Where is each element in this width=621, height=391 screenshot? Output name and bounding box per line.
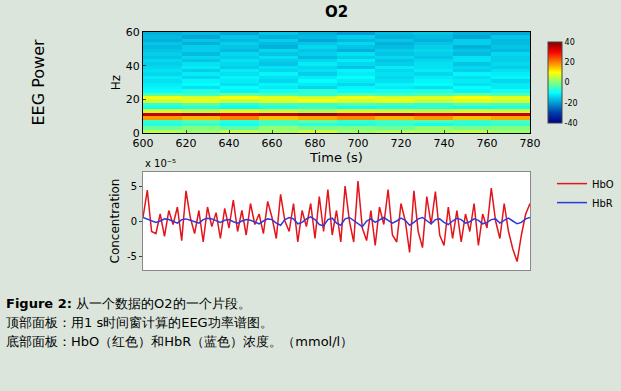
html-text:底部面板：HbO（红色）和HbR（蓝色）浓度。（mmol/l: 底部面板：HbO（红色）和HbR（蓝色）浓度。（mmol/l）	[6, 334, 354, 349]
svg-text:760: 760	[477, 137, 498, 150]
svg-text:HbR: HbR	[592, 198, 613, 209]
svg-text:EEG Power: EEG Power	[29, 39, 48, 126]
svg-text:600: 600	[133, 137, 154, 150]
svg-text:0: 0	[565, 78, 570, 87]
svg-text:60: 60	[126, 26, 140, 39]
html-text:Figure 2: 从一个数据的O2的一个片段。: Figure 2: 从一个数据的O2的一个片段。	[6, 296, 251, 311]
svg-text:680: 680	[305, 137, 326, 150]
svg-text:-40: -40	[565, 119, 578, 128]
svg-text:HbO: HbO	[592, 179, 614, 190]
svg-text:620: 620	[176, 137, 197, 150]
svg-text:-20: -20	[565, 99, 578, 108]
svg-text:40: 40	[126, 60, 140, 73]
svg-text:0: 0	[133, 127, 140, 140]
svg-text:660: 660	[262, 137, 283, 150]
svg-text:20: 20	[126, 93, 140, 106]
svg-text:640: 640	[219, 137, 240, 150]
svg-text:720: 720	[391, 137, 412, 150]
svg-text:0: 0	[131, 216, 137, 227]
svg-text:5: 5	[131, 181, 137, 192]
svg-text:-5: -5	[127, 251, 137, 262]
svg-text:Hz: Hz	[109, 75, 123, 90]
svg-text:Concentration: Concentration	[108, 179, 122, 264]
svg-text:x 10⁻⁵: x 10⁻⁵	[145, 158, 176, 169]
html-text:顶部面板：用1 s时间窗计算的EEG功率谱图。: 顶部面板：用1 s时间窗计算的EEG功率谱图。	[6, 315, 273, 330]
svg-text:40: 40	[565, 38, 575, 47]
svg-text:O2: O2	[325, 3, 348, 21]
svg-text:20: 20	[565, 58, 575, 67]
svg-text:740: 740	[434, 137, 455, 150]
svg-text:Time (s): Time (s)	[309, 150, 363, 165]
svg-text:780: 780	[520, 137, 541, 150]
svg-text:700: 700	[348, 137, 369, 150]
